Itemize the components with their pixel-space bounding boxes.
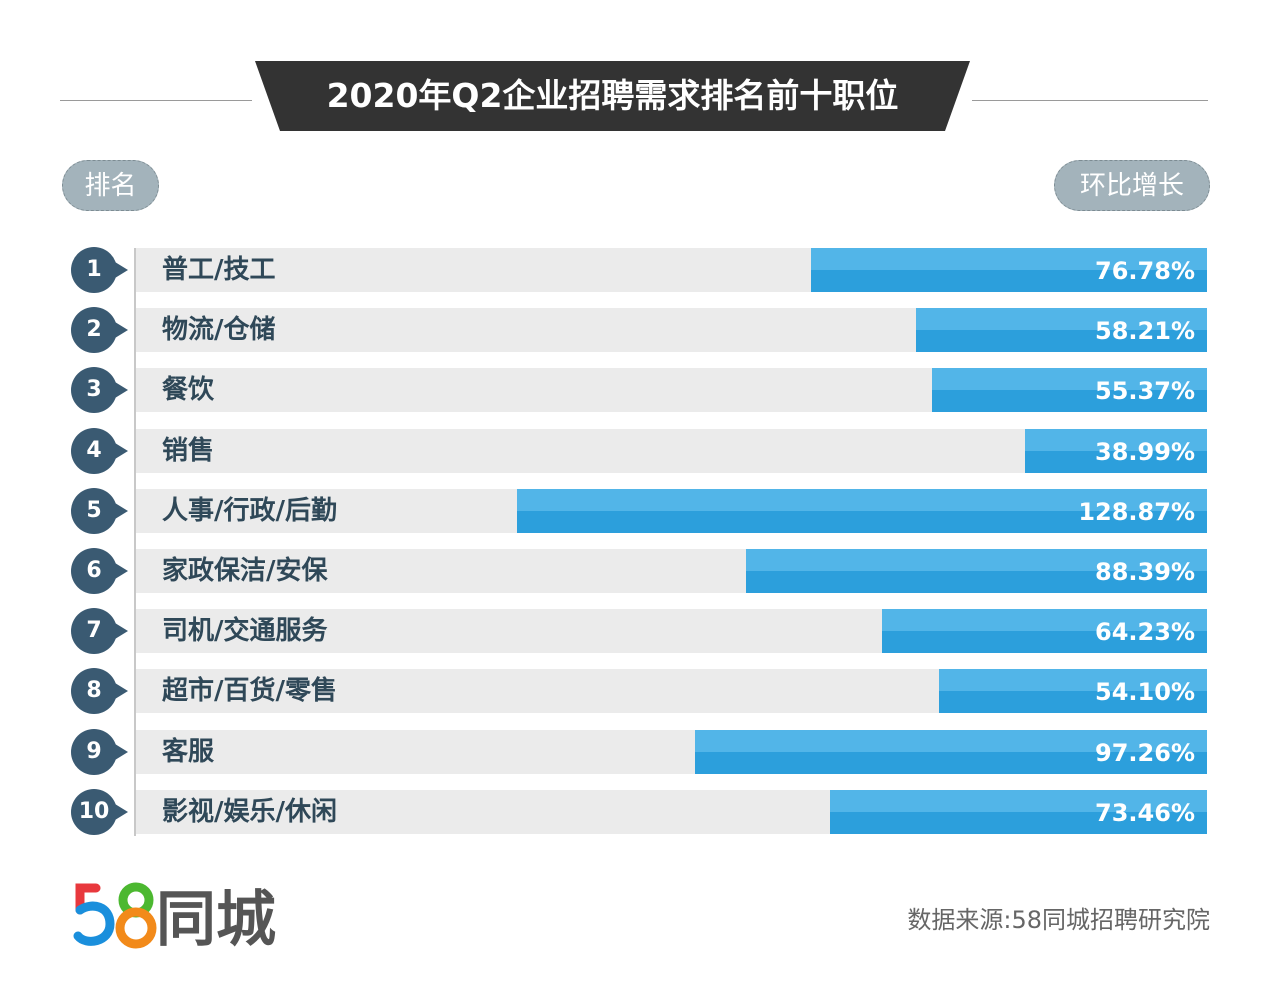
bar-row: 销售 38.99% — [136, 428, 1207, 473]
bar — [745, 549, 1207, 593]
bar — [829, 789, 1207, 834]
bar — [516, 488, 1207, 533]
bar-row: 家政保洁/安保 88.39% — [136, 549, 1207, 593]
value-label: 128.87% — [1078, 497, 1195, 526]
bar-row: 影视/娱乐/休闲 73.46% — [136, 789, 1207, 834]
value-label: 97.26% — [1095, 738, 1195, 767]
bar — [695, 729, 1207, 774]
rank-badge: 6 — [71, 548, 128, 594]
bar-row: 普工/技工 76.78% — [136, 248, 1207, 292]
bar-row: 物流/仓储 58.21% — [136, 308, 1207, 353]
rank-badge: 3 — [71, 367, 128, 414]
value-label: 64.23% — [1095, 618, 1195, 647]
category-label: 家政保洁/安保 — [162, 556, 328, 586]
bar-row: 餐饮 55.37% — [136, 368, 1207, 413]
bar — [811, 248, 1207, 292]
bar-row: 超市/百货/零售 54.10% — [136, 669, 1207, 714]
rank-badge: 10 — [71, 788, 128, 835]
bar-row: 客服 97.26% — [136, 729, 1207, 774]
value-label: 58.21% — [1095, 317, 1195, 346]
logo-58tongcheng: 同城 — [72, 880, 287, 955]
bar — [882, 609, 1207, 654]
value-label: 88.39% — [1095, 558, 1195, 586]
title-rule-left — [60, 100, 252, 101]
value-label: 55.37% — [1095, 377, 1195, 406]
bar — [1024, 428, 1207, 473]
svg-text:同城: 同城 — [156, 885, 276, 950]
chart-title: 2020年Q2企业招聘需求排名前十职位 — [326, 76, 899, 115]
rank-badge: 1 — [71, 247, 128, 293]
data-source: 数据来源:58同城招聘研究院 — [907, 906, 1210, 934]
title-rule-right — [972, 100, 1208, 101]
rank-badge: 9 — [71, 728, 128, 775]
bar — [932, 368, 1207, 413]
rank-badge: 4 — [71, 427, 128, 474]
value-label: 54.10% — [1095, 678, 1195, 707]
bar — [916, 308, 1207, 353]
title-banner — [255, 61, 970, 131]
axis-line — [134, 248, 136, 836]
rank-badge: 7 — [71, 608, 128, 655]
value-label: 73.46% — [1095, 798, 1195, 827]
category-label: 餐饮 — [162, 375, 215, 406]
value-label: 38.99% — [1095, 437, 1195, 466]
value-label: 76.78% — [1095, 257, 1195, 285]
growth-header: 环比增长 — [1054, 160, 1210, 211]
rank-badge: 8 — [71, 668, 128, 715]
category-label: 客服 — [162, 736, 215, 767]
category-label: 物流/仓储 — [162, 315, 276, 346]
category-label: 司机/交通服务 — [162, 616, 328, 647]
bar-row: 司机/交通服务 64.23% — [136, 609, 1207, 654]
category-label: 普工/技工 — [162, 255, 276, 285]
category-label: 人事/行政/后勤 — [162, 495, 337, 526]
rank-badge: 5 — [71, 487, 128, 534]
bar-row: 人事/行政/后勤 128.87% — [136, 488, 1207, 533]
category-label: 影视/娱乐/休闲 — [162, 796, 337, 827]
category-label: 销售 — [162, 435, 215, 466]
rank-header: 排名 — [62, 160, 159, 211]
bar — [939, 669, 1207, 714]
rank-badge: 2 — [71, 307, 128, 354]
category-label: 超市/百货/零售 — [162, 676, 337, 707]
